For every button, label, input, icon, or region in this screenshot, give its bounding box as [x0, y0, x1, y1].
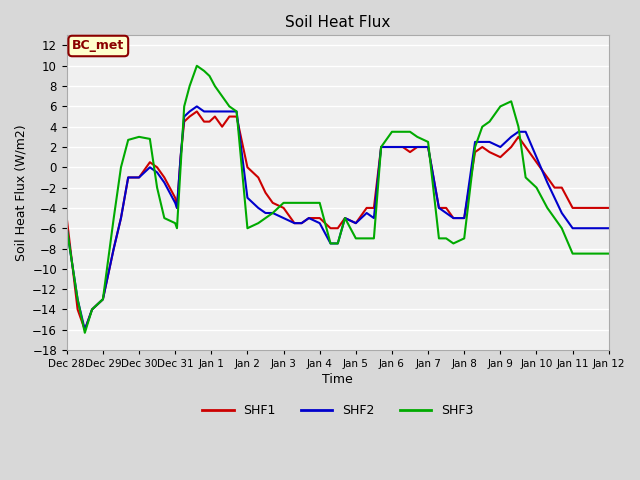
- Line: SHF1: SHF1: [67, 111, 609, 330]
- X-axis label: Time: Time: [323, 373, 353, 386]
- SHF3: [193, 63, 201, 69]
- SHF2: [316, 220, 324, 226]
- SHF2: [81, 327, 89, 333]
- Text: BC_met: BC_met: [72, 39, 124, 52]
- SHF2: [522, 129, 529, 135]
- SHF3: [605, 251, 612, 256]
- SHF2: [117, 215, 125, 221]
- SHF1: [81, 327, 89, 333]
- SHF3: [522, 175, 529, 180]
- SHF3: [173, 225, 181, 231]
- SHF2: [377, 144, 385, 150]
- SHF1: [200, 119, 208, 124]
- SHF1: [193, 108, 201, 114]
- SHF3: [316, 200, 324, 206]
- SHF1: [173, 205, 181, 211]
- SHF1: [377, 144, 385, 150]
- Line: SHF2: SHF2: [67, 107, 609, 330]
- Title: Soil Heat Flux: Soil Heat Flux: [285, 15, 390, 30]
- SHF1: [316, 215, 324, 221]
- SHF1: [117, 215, 125, 221]
- Line: SHF3: SHF3: [67, 66, 609, 333]
- SHF2: [63, 225, 70, 231]
- Y-axis label: Soil Heat Flux (W/m2): Soil Heat Flux (W/m2): [15, 124, 28, 261]
- SHF2: [605, 225, 612, 231]
- SHF1: [63, 215, 70, 221]
- SHF3: [377, 144, 385, 150]
- SHF1: [605, 205, 612, 211]
- SHF3: [63, 225, 70, 231]
- SHF3: [200, 68, 208, 74]
- SHF2: [200, 108, 208, 114]
- SHF2: [193, 104, 201, 109]
- Legend: SHF1, SHF2, SHF3: SHF1, SHF2, SHF3: [197, 399, 478, 422]
- SHF3: [81, 330, 89, 336]
- SHF3: [117, 165, 125, 170]
- SHF1: [522, 144, 529, 150]
- SHF2: [173, 205, 181, 211]
